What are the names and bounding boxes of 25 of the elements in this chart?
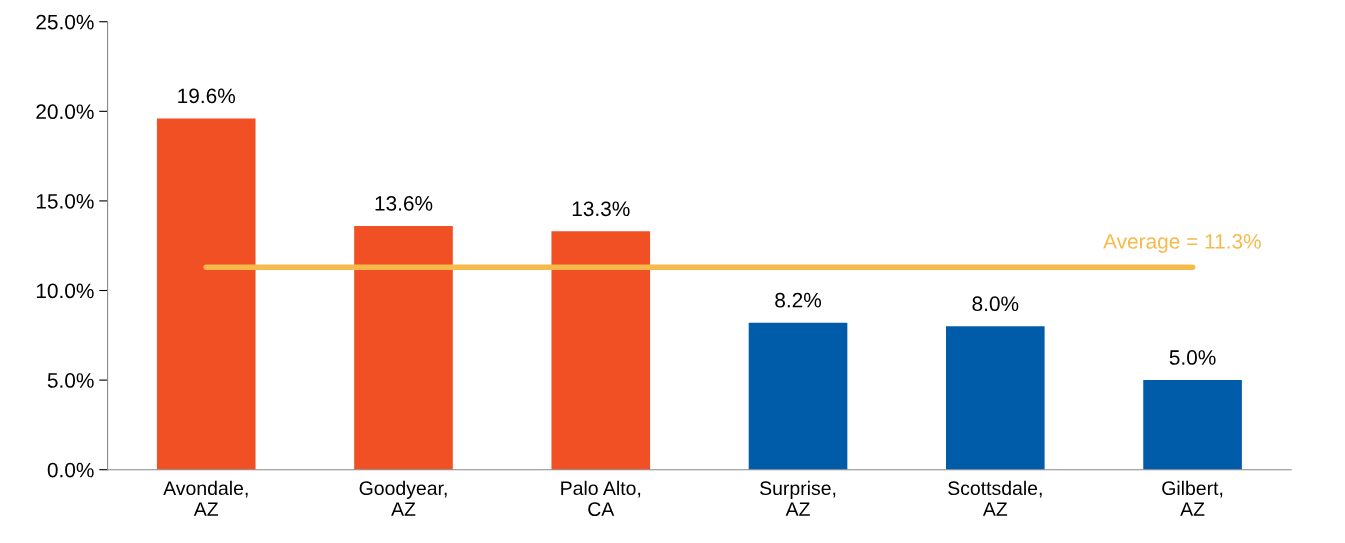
- x-tick-label: Palo Alto, CA: [561, 480, 641, 517]
- data-label: 13.6%: [375, 196, 433, 211]
- y-tick-label: 25.0%: [36, 14, 94, 30]
- bar: [1143, 380, 1242, 470]
- y-tick-label: 10.0%: [36, 283, 94, 299]
- data-label: 5.0%: [1169, 350, 1216, 365]
- data-label: 19.6%: [178, 88, 236, 104]
- data-label: 8.0%: [972, 296, 1019, 312]
- y-tick-label: 0.0%: [47, 462, 94, 478]
- x-tick-label: Scottsdale, AZ: [948, 480, 1042, 516]
- y-tick-label: 5.0%: [47, 373, 94, 388]
- bar: [748, 322, 848, 470]
- bar: [551, 231, 651, 470]
- x-tick-label: Goodyear, AZ: [359, 480, 447, 516]
- bar: [945, 326, 1045, 470]
- data-label: 8.2%: [775, 292, 822, 308]
- x-tick-label: Avondale, AZ: [163, 480, 248, 516]
- x-tick-label: Surprise, AZ: [760, 480, 836, 516]
- bar: [156, 118, 256, 470]
- data-label: 13.3%: [572, 201, 630, 217]
- x-tick-label: Gilbert, AZ: [1162, 480, 1223, 516]
- ref-line-label: Average = 11.3%: [1103, 234, 1261, 253]
- bar: [354, 226, 453, 470]
- y-tick-label: 15.0%: [36, 193, 94, 209]
- y-tick-label: 20.0%: [36, 104, 94, 120]
